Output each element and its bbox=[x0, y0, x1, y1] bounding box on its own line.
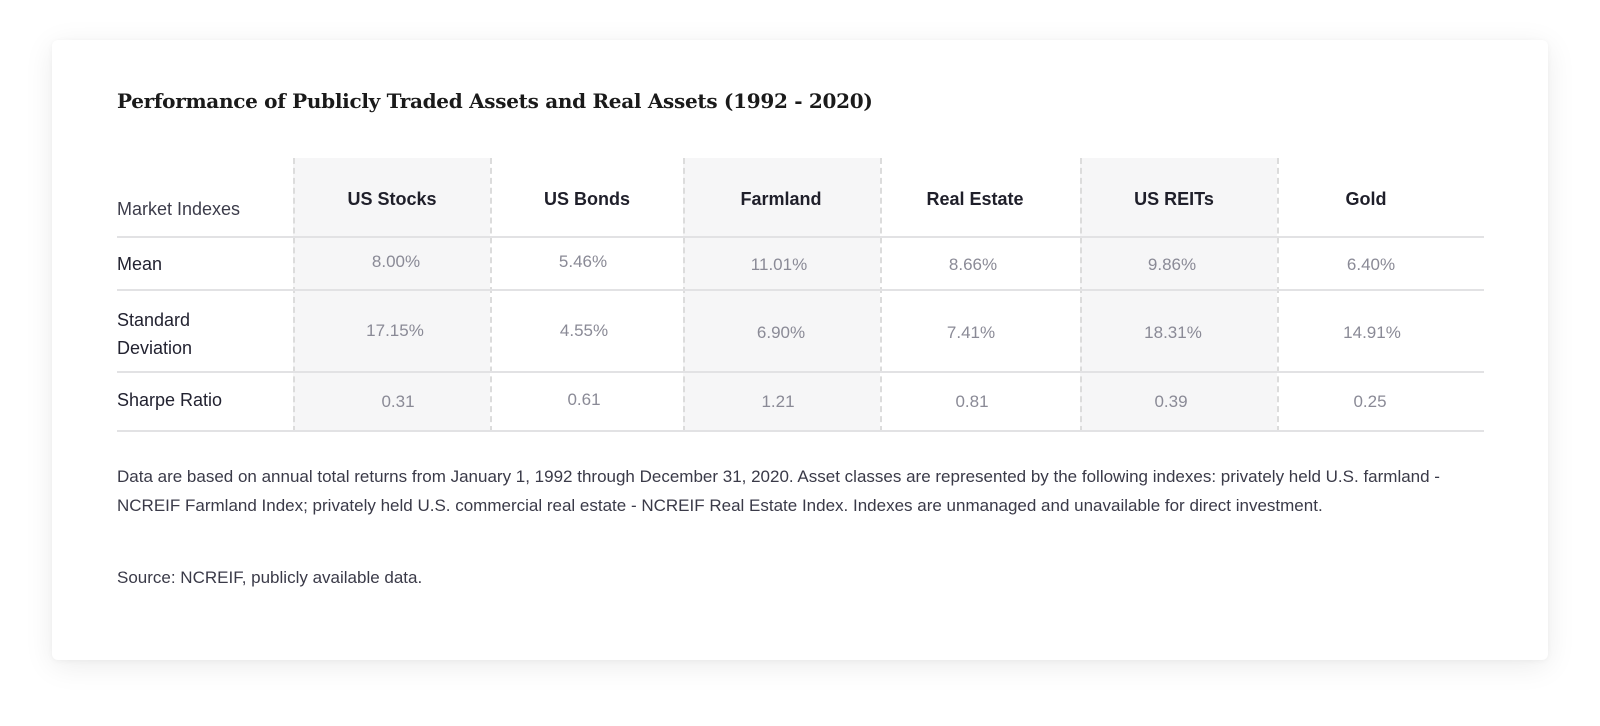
column-header-real-estate: Real Estate bbox=[926, 189, 1024, 209]
corner-label: Market Indexes bbox=[117, 199, 241, 219]
column-header-us-reits: US REITs bbox=[1134, 189, 1214, 209]
row-label-mean: Mean bbox=[117, 254, 163, 274]
page-title: Performance of Publicly Traded Assets an… bbox=[117, 89, 873, 113]
content-card: Performance of Publicly Traded Assets an… bbox=[52, 40, 1548, 660]
column-divider bbox=[1277, 158, 1279, 432]
column-shade-us-stocks bbox=[293, 158, 490, 432]
column-shade-farmland bbox=[683, 158, 880, 432]
column-header-us-stocks: US Stocks bbox=[347, 189, 437, 209]
row-divider bbox=[117, 371, 1484, 373]
column-divider bbox=[880, 158, 882, 432]
column-header-us-bonds: US Bonds bbox=[543, 189, 631, 209]
footnote: Data are based on annual total returns f… bbox=[117, 467, 1440, 515]
row-divider bbox=[117, 289, 1484, 291]
table-cell: 0.39 bbox=[1154, 392, 1188, 411]
column-header-gold: Gold bbox=[1345, 189, 1387, 209]
row-label-standard-deviation: Standard Deviation bbox=[117, 310, 193, 358]
table-cell: 8.66% bbox=[948, 255, 998, 274]
table-cell: 9.86% bbox=[1147, 255, 1197, 274]
column-divider bbox=[683, 158, 685, 432]
source-note: Source: NCREIF, publicly available data. bbox=[117, 568, 423, 587]
row-label-sharpe-ratio: Sharpe Ratio bbox=[117, 390, 223, 410]
table-cell: 17.15% bbox=[366, 321, 424, 340]
table-cell: 14.91% bbox=[1343, 323, 1401, 342]
table-cell: 4.55% bbox=[559, 321, 609, 340]
column-divider bbox=[490, 158, 492, 432]
table-cell: 0.31 bbox=[381, 392, 415, 411]
table-cell: 6.40% bbox=[1346, 255, 1396, 274]
column-header-farmland: Farmland bbox=[740, 189, 822, 209]
performance-table: Market Indexes US Stocks US Bonds Farmla… bbox=[117, 158, 1484, 480]
table-cell: 0.81 bbox=[955, 392, 989, 411]
table-cell: 8.00% bbox=[371, 252, 421, 271]
table-cell: 0.25 bbox=[1353, 392, 1387, 411]
table-cell: 18.31% bbox=[1144, 323, 1202, 342]
table-cell: 6.90% bbox=[756, 323, 806, 342]
column-shade-us-reits bbox=[1080, 158, 1277, 432]
column-divider bbox=[1080, 158, 1082, 432]
table-cell: 0.61 bbox=[567, 390, 601, 409]
table-cell: 5.46% bbox=[558, 252, 608, 271]
column-divider bbox=[293, 158, 295, 432]
row-divider bbox=[117, 236, 1484, 238]
table-cell: 1.21 bbox=[761, 392, 795, 411]
row-divider bbox=[117, 430, 1484, 432]
table-cell: 11.01% bbox=[750, 255, 808, 274]
table-cell: 7.41% bbox=[946, 323, 996, 342]
